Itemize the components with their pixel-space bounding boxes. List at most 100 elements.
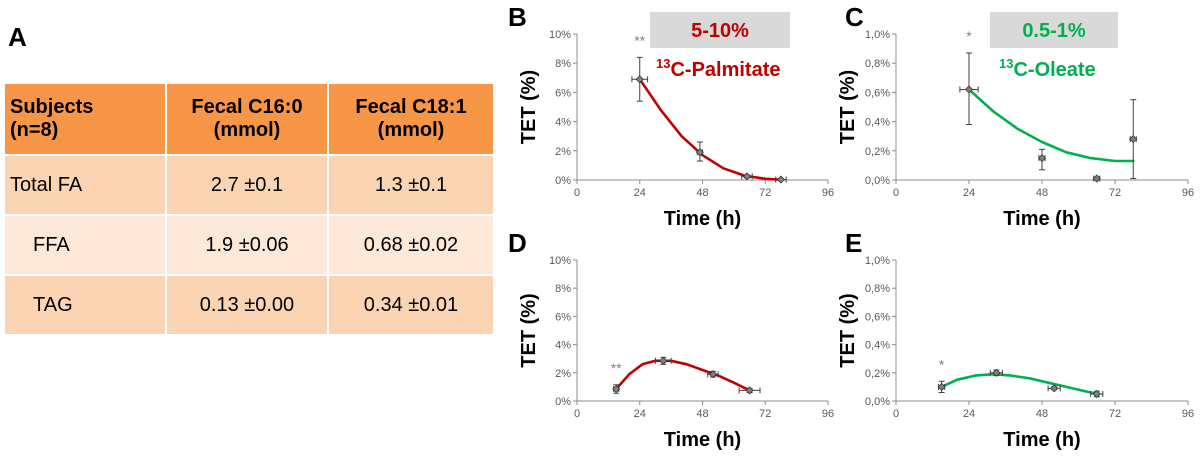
header-c18-line1: Fecal C18:1 <box>355 96 467 118</box>
row-c18-value: 1.3 ±0.1 <box>328 155 495 216</box>
x-tick-label: 96 <box>822 408 834 420</box>
x-axis-label: Time (h) <box>1003 208 1080 230</box>
data-point <box>1129 135 1138 144</box>
x-tick-label: 72 <box>1109 408 1121 420</box>
x-tick-label: 72 <box>759 408 771 420</box>
chart-d-palmitate: 0% 2% 4% 6% 8% 10% 0 24 48 72 96 Time (h) TET (%) ** <box>518 255 834 451</box>
tracer-compound-name: C-Oleate <box>1013 59 1095 81</box>
fit-curve <box>638 78 783 181</box>
x-tick-label: 48 <box>1036 187 1048 199</box>
y-tick-label: 4% <box>555 340 571 352</box>
data-point <box>742 172 752 181</box>
x-tick-label: 96 <box>1182 408 1194 420</box>
row-c16-value: 2.7 ±0.1 <box>166 155 329 216</box>
panel-label-c: C <box>845 2 864 32</box>
panel-label-e: E <box>845 228 863 258</box>
x-tick-label: 96 <box>1182 187 1194 199</box>
y-tick-label: 0,0% <box>865 396 890 408</box>
header-c16: Fecal C16:0 (mmol) <box>166 84 329 156</box>
data-point <box>635 75 644 84</box>
data-point <box>659 356 668 365</box>
x-tick-label: 24 <box>634 187 646 199</box>
y-tick-label: 6% <box>555 87 571 99</box>
x-tick-label: 72 <box>759 187 771 199</box>
y-tick-label: 0,6% <box>865 311 890 323</box>
y-axis-label: TET (%) <box>837 70 859 144</box>
data-point <box>964 85 974 94</box>
fit-curve <box>614 359 751 392</box>
y-tick-label: 0,8% <box>865 58 890 70</box>
x-tick-label: 48 <box>696 187 708 199</box>
table-row: TAG 0.13 ±0.00 0.34 ±0.01 <box>5 275 495 336</box>
significance-marker: * <box>966 28 972 44</box>
significance-marker: ** <box>611 360 622 376</box>
tracer-label: 13C-Palmitate <box>656 56 781 81</box>
y-tick-label: 10% <box>549 29 571 41</box>
significance-marker: * <box>939 356 945 372</box>
x-tick-label: 96 <box>822 187 834 199</box>
chart-e-oleate: 0,0% 0,2% 0,4% 0,6% 0,8% 1,0% 0 24 48 72 96 Time (h… <box>837 255 1194 451</box>
x-tick-label: 0 <box>574 187 580 199</box>
data-point <box>612 384 621 394</box>
row-label: Total FA <box>5 155 167 216</box>
header-c18: Fecal C18:1 (mmol) <box>328 84 495 156</box>
data-point <box>937 382 946 391</box>
y-tick-label: 2% <box>555 146 571 158</box>
tracer-compound-name: C-Palmitate <box>670 59 780 81</box>
data-point <box>1092 389 1101 399</box>
x-axis-label: Time (h) <box>664 429 741 451</box>
range-badge-text: 5-10% <box>691 20 749 42</box>
significance-marker: ** <box>634 32 645 48</box>
panel-label-a: A <box>8 22 27 52</box>
x-tick-label: 48 <box>696 408 708 420</box>
table-header-row: Subjects (n=8) Fecal C16:0 (mmol) Fecal … <box>5 84 495 156</box>
row-label: TAG <box>5 275 167 336</box>
y-tick-label: 10% <box>549 255 571 267</box>
y-tick-label: 0,4% <box>865 117 890 129</box>
data-point <box>745 386 754 395</box>
y-tick-label: 6% <box>555 311 571 323</box>
row-label: FFA <box>5 215 167 276</box>
tracer-isotope-superscript: 13 <box>999 56 1013 71</box>
table-row: FFA 1.9 ±0.06 0.68 ±0.02 <box>5 215 495 276</box>
x-axis-label: Time (h) <box>1003 429 1080 451</box>
x-tick-label: 24 <box>634 408 646 420</box>
row-c18-value: 0.68 ±0.02 <box>328 215 495 276</box>
y-tick-label: 4% <box>555 117 571 129</box>
fit-curve <box>967 88 1135 163</box>
y-axis-label: TET (%) <box>837 293 859 367</box>
header-c16-line1: Fecal C16:0 <box>191 96 303 118</box>
x-tick-label: 0 <box>574 408 580 420</box>
data-point <box>1050 384 1059 393</box>
panel-label-b: B <box>508 2 527 32</box>
row-c18-value: 0.34 ±0.01 <box>328 275 495 336</box>
fecal-fatty-acid-table: Subjects (n=8) Fecal C16:0 (mmol) Fecal … <box>5 84 495 336</box>
range-badge-box <box>650 12 790 48</box>
x-tick-label: 48 <box>1036 408 1048 420</box>
y-tick-label: 0,4% <box>865 340 890 352</box>
x-tick-label: 72 <box>1109 187 1121 199</box>
x-tick-label: 0 <box>893 408 899 420</box>
row-c16-value: 1.9 ±0.06 <box>166 215 329 276</box>
header-c16-line2: (mmol) <box>213 119 281 141</box>
table-row: Total FA 2.7 ±0.1 1.3 ±0.1 <box>5 155 495 216</box>
y-axis-label: TET (%) <box>518 70 540 144</box>
header-subjects-line2: (n=8) <box>10 119 59 141</box>
y-tick-label: 1,0% <box>865 29 890 41</box>
fit-curve <box>940 372 1099 396</box>
y-tick-label: 0% <box>555 175 571 187</box>
x-tick-label: 24 <box>963 187 975 199</box>
panel-label-d: D <box>508 228 527 258</box>
x-tick-label: 0 <box>893 187 899 199</box>
tracer-isotope-superscript: 13 <box>656 56 670 71</box>
y-tick-label: 0,0% <box>865 175 890 187</box>
data-point <box>695 148 704 157</box>
data-point <box>708 370 718 379</box>
data-point <box>1092 174 1101 183</box>
x-tick-label: 24 <box>963 408 975 420</box>
header-subjects-line1: Subjects <box>10 96 94 118</box>
data-point <box>992 368 1001 377</box>
y-tick-label: 0,2% <box>865 146 890 158</box>
y-tick-label: 8% <box>555 58 571 70</box>
chart-c-oleate: 0,0% 0,2% 0,4% 0,6% 0,8% 1,0% 0 24 48 72 96 Time (h… <box>837 12 1194 230</box>
